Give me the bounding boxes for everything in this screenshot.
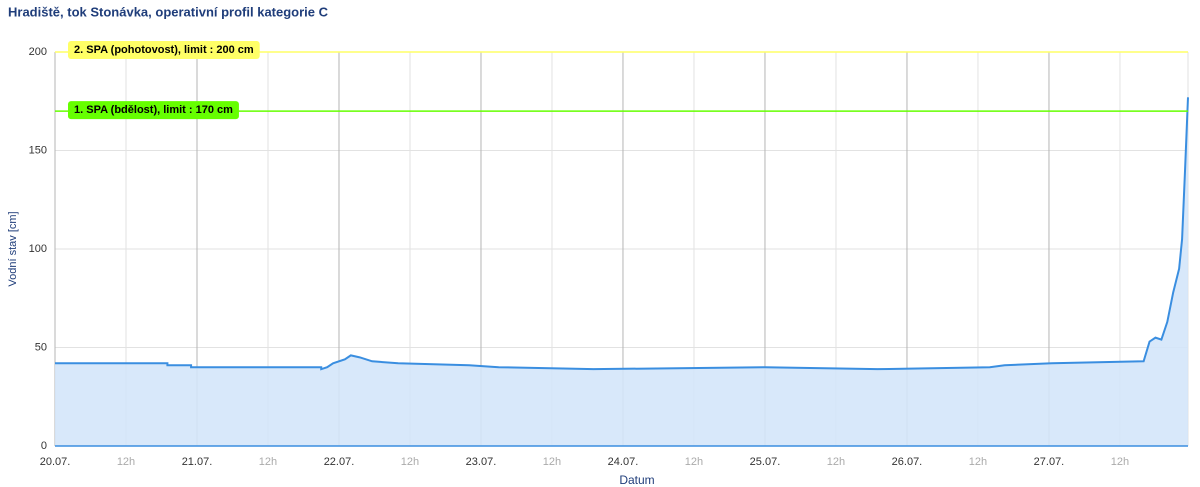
x-tick-label: 12h: [685, 456, 703, 468]
x-tick-label: 26.07.: [892, 456, 923, 468]
x-tick-label: 12h: [969, 456, 987, 468]
x-tick-label: 12h: [1111, 456, 1129, 468]
x-tick-label: 25.07.: [750, 456, 781, 468]
x-tick-label: 23.07.: [466, 456, 497, 468]
x-tick-label: 20.07.: [40, 456, 71, 468]
y-tick-label: 100: [29, 243, 47, 255]
x-tick-label: 12h: [259, 456, 277, 468]
x-tick-label: 22.07.: [324, 456, 355, 468]
threshold-label-text: 2. SPA (pohotovost), limit : 200 cm: [74, 44, 254, 56]
area-fill: [55, 97, 1188, 446]
threshold-label-text: 1. SPA (bdělost), limit : 170 cm: [74, 104, 233, 116]
x-tick-label: 12h: [401, 456, 419, 468]
x-tick-label: 12h: [827, 456, 845, 468]
x-tick-label: 24.07.: [608, 456, 639, 468]
chart-title: Hradiště, tok Stonávka, operativní profi…: [8, 4, 329, 19]
threshold-label-box: [68, 41, 260, 59]
line: [55, 97, 1189, 371]
y-axis-label: Vodní stav [cm]: [7, 211, 19, 286]
x-tick-label: 21.07.: [182, 456, 213, 468]
threshold-label: 1. SPA (bdělost), limit : 170 cm: [68, 101, 239, 120]
y-tick-label: 200: [29, 46, 47, 58]
y-tick-label: 0: [41, 440, 47, 452]
x-tick-label: 12h: [117, 456, 135, 468]
threshold-label: 2. SPA (pohotovost), limit : 200 cm: [68, 41, 260, 59]
x-tick-label: 12h: [543, 456, 561, 468]
y-tick-label: 150: [29, 144, 47, 156]
threshold-label-box: [68, 101, 239, 120]
x-tick-label: 27.07.: [1034, 456, 1065, 468]
x-axis-label: Datum: [619, 473, 654, 487]
y-tick-label: 50: [35, 341, 47, 353]
